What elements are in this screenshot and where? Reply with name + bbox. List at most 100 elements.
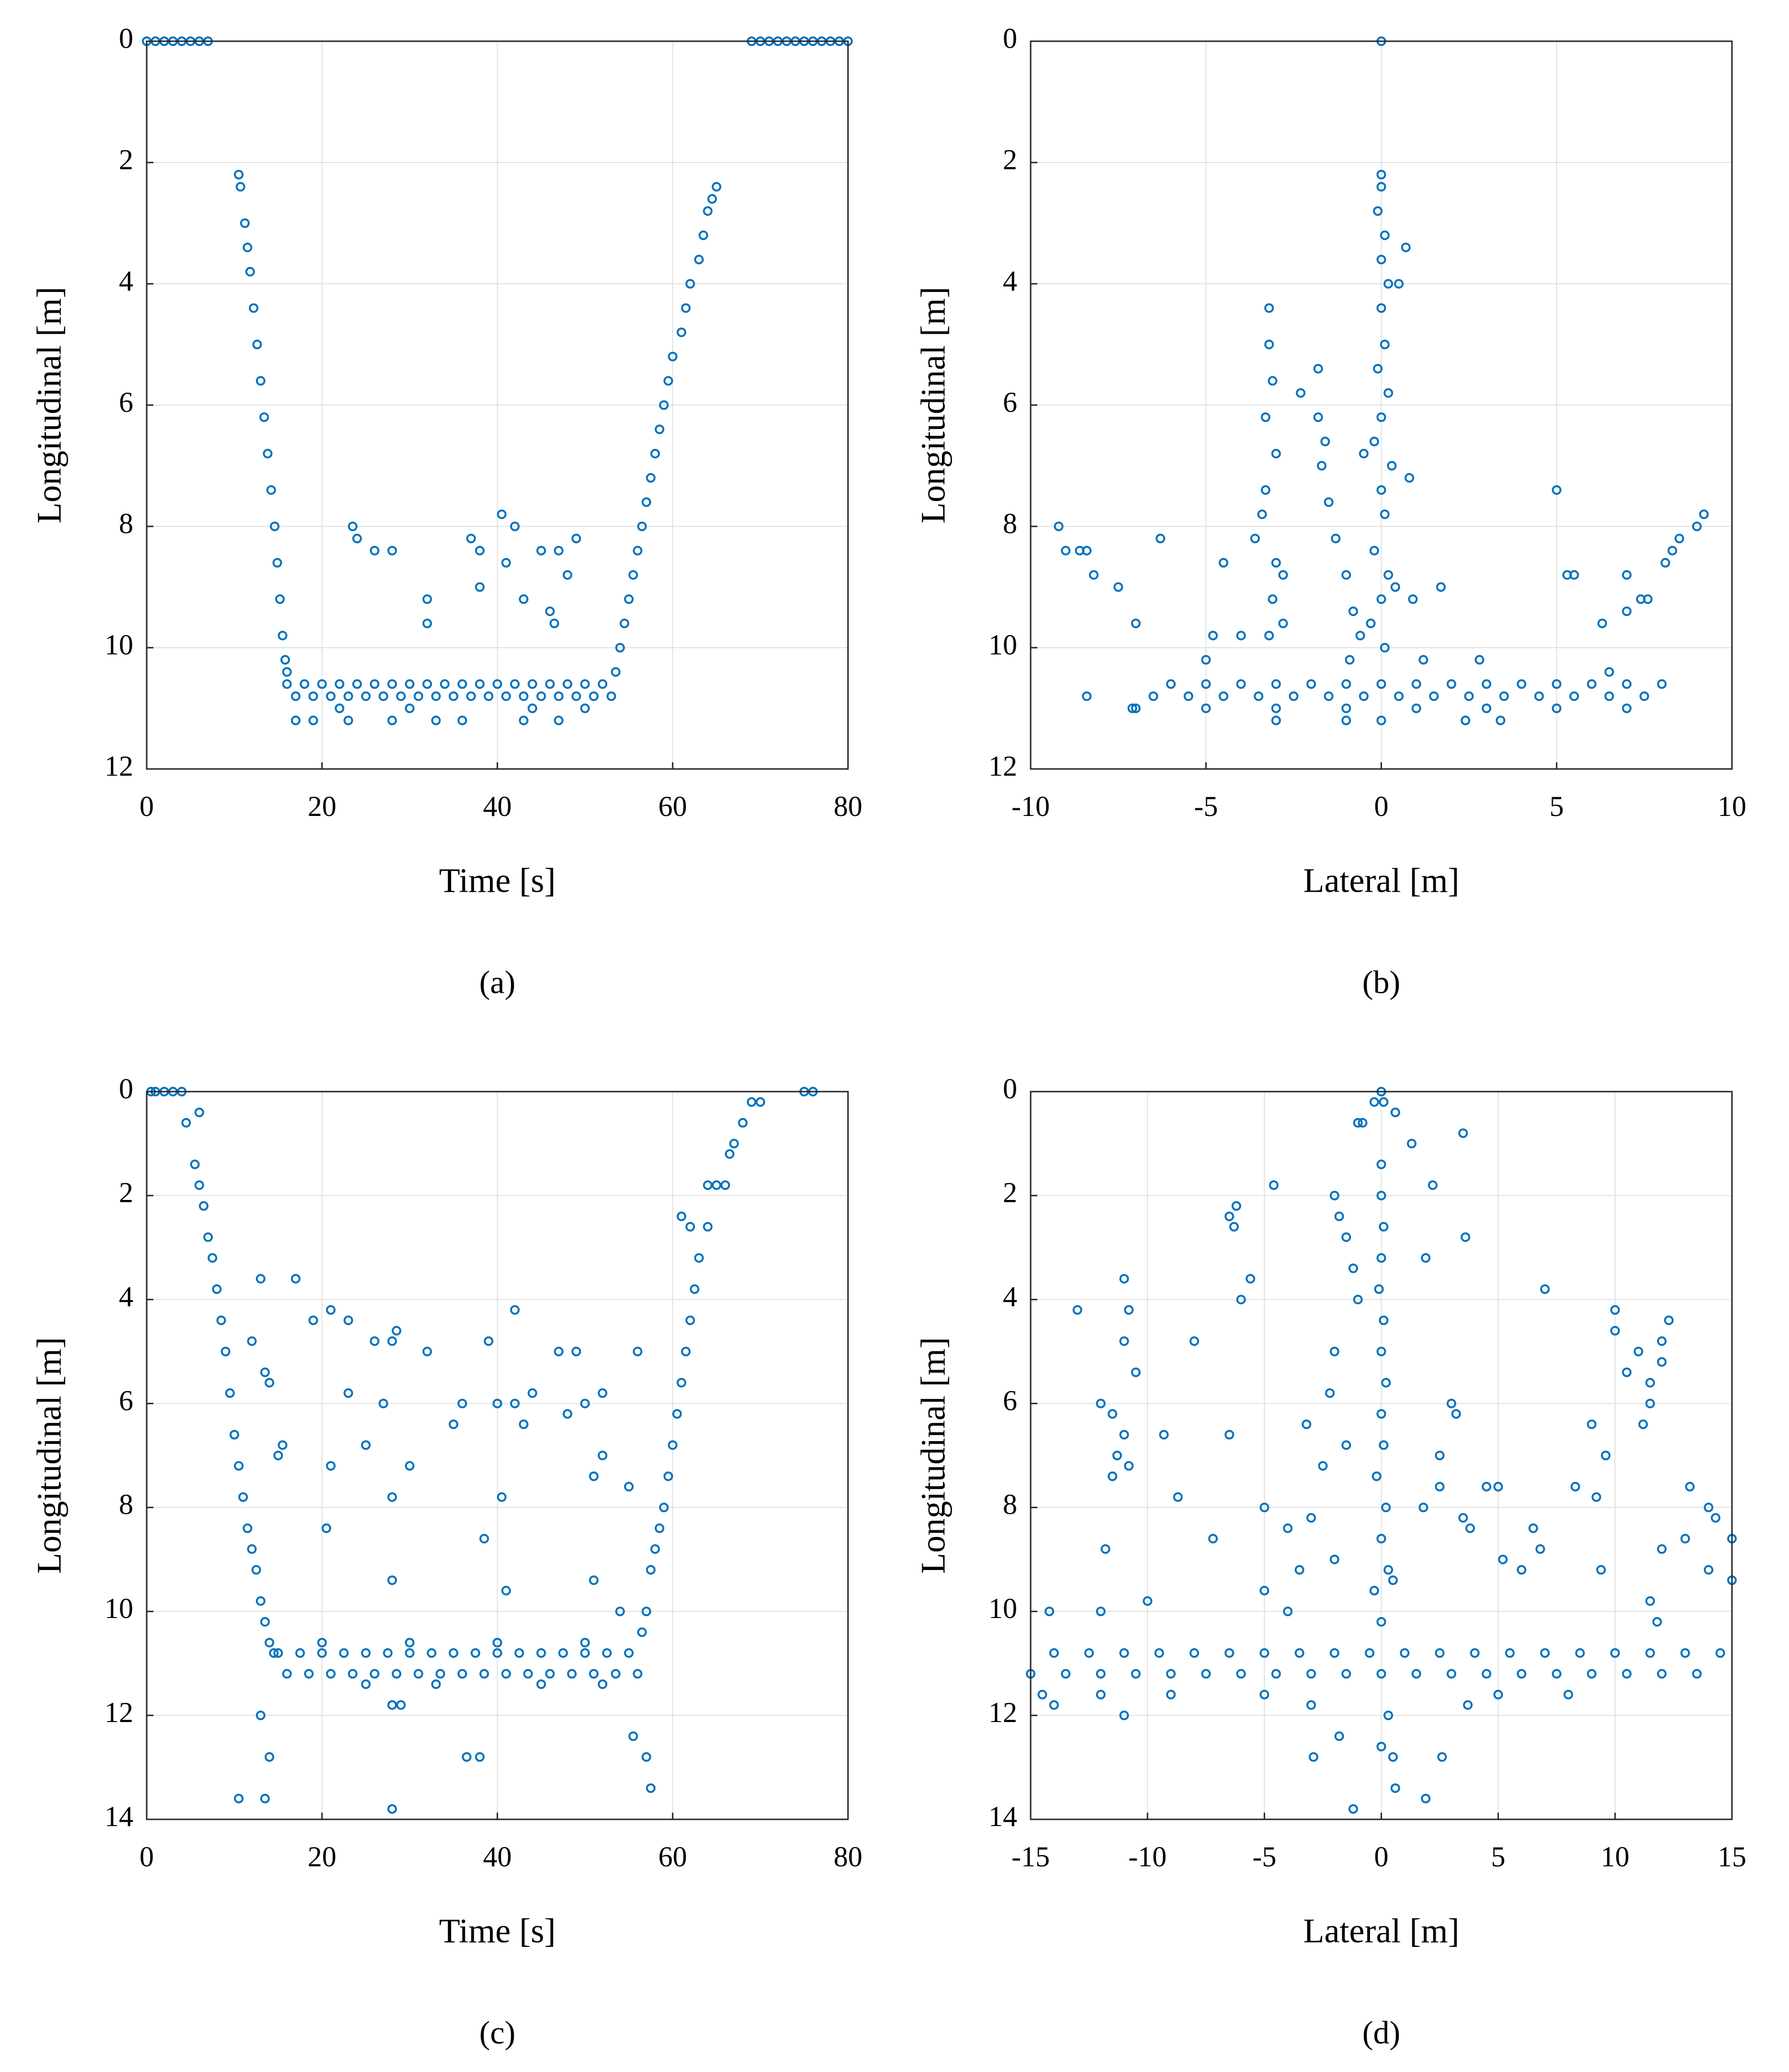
point: [317, 1648, 327, 1658]
point: [1189, 1648, 1199, 1658]
point: [1461, 715, 1471, 725]
point: [1259, 1502, 1269, 1513]
point: [245, 267, 255, 277]
x-tick-label: 0: [1374, 791, 1389, 822]
point: [370, 1336, 380, 1346]
point: [1505, 1648, 1515, 1658]
point: [646, 1783, 656, 1793]
point: [1318, 1461, 1328, 1471]
x-tick-label: 15: [1718, 1841, 1746, 1873]
point: [457, 715, 467, 725]
point: [1394, 279, 1404, 289]
point: [1652, 1617, 1662, 1627]
point: [1236, 630, 1246, 640]
chart-panel: -15 -10 -5 0 5 10 15 0 2 4 6 8 10 12 14 Lateral [m] Long…: [914, 1073, 1746, 2051]
point: [308, 691, 318, 701]
point: [624, 1648, 634, 1658]
point: [1271, 715, 1281, 725]
point: [1498, 1554, 1508, 1564]
point: [527, 679, 537, 689]
point: [1376, 1534, 1386, 1544]
point: [1159, 1430, 1169, 1440]
point: [260, 1367, 270, 1377]
point: [1667, 546, 1677, 556]
point: [492, 1648, 502, 1658]
point: [1289, 691, 1299, 701]
point: [326, 1461, 336, 1471]
point: [554, 1347, 564, 1357]
point: [694, 1253, 704, 1263]
point: [1334, 1731, 1344, 1741]
x-axis-title: Lateral [m]: [1303, 861, 1460, 900]
point: [259, 412, 269, 422]
point: [370, 546, 380, 556]
point: [457, 1398, 467, 1408]
point: [1376, 715, 1386, 725]
point: [1421, 1253, 1431, 1263]
point: [1345, 655, 1355, 665]
point: [580, 679, 590, 689]
point: [256, 1274, 266, 1284]
point: [1236, 1294, 1246, 1304]
point: [1250, 534, 1260, 544]
point: [1257, 509, 1267, 519]
point: [1107, 1471, 1117, 1481]
point: [422, 679, 432, 689]
x-tick-label: -5: [1253, 1841, 1277, 1873]
point: [352, 679, 362, 689]
point: [1341, 679, 1351, 689]
point: [1208, 1534, 1218, 1544]
point: [234, 1793, 244, 1804]
point: [1390, 1107, 1400, 1117]
point: [1604, 667, 1614, 677]
point: [1309, 1752, 1319, 1762]
point: [1481, 703, 1491, 713]
point: [1383, 388, 1394, 398]
point: [1369, 436, 1379, 446]
point: [247, 1544, 257, 1554]
point: [1224, 1648, 1234, 1658]
x-tick-label: 0: [139, 1841, 154, 1873]
point: [1639, 691, 1650, 701]
point: [1446, 1398, 1456, 1408]
point: [1341, 1232, 1351, 1242]
point: [361, 691, 371, 701]
point: [1049, 1700, 1059, 1710]
point: [597, 1679, 607, 1689]
point: [1493, 1482, 1503, 1492]
point: [755, 1097, 766, 1107]
point: [1142, 1596, 1152, 1606]
point: [1610, 1648, 1620, 1658]
point: [475, 679, 485, 689]
point: [1271, 703, 1281, 713]
point: [1313, 412, 1323, 422]
point: [1379, 1097, 1389, 1107]
x-axis-title: Lateral [m]: [1303, 1912, 1460, 1950]
point: [1294, 1565, 1304, 1575]
point: [1383, 1711, 1394, 1721]
point: [1411, 703, 1421, 713]
point: [1072, 1305, 1082, 1315]
point: [562, 1409, 572, 1419]
point: [1369, 1097, 1379, 1107]
point: [1376, 182, 1386, 192]
point: [1499, 691, 1509, 701]
point: [260, 1617, 270, 1627]
point: [580, 703, 590, 713]
point: [527, 703, 537, 713]
y-tick-label: 6: [1003, 1385, 1017, 1416]
y-axis-title: Longitudinal [m]: [914, 287, 953, 524]
axes-box: [1030, 1091, 1733, 1820]
y-tick-label: 8: [1003, 508, 1017, 539]
point: [536, 1648, 546, 1658]
point: [1622, 606, 1632, 617]
point: [225, 1388, 235, 1398]
y-tick-label: 2: [1003, 1177, 1017, 1209]
point: [1358, 1118, 1368, 1128]
point: [501, 1669, 511, 1679]
point: [1643, 594, 1653, 604]
point: [208, 1253, 218, 1263]
point: [387, 1336, 397, 1346]
point: [1517, 1669, 1527, 1679]
point: [1563, 1689, 1573, 1700]
